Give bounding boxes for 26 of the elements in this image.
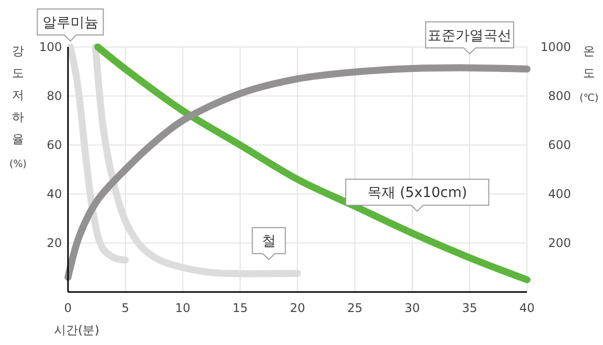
x-tick-label: 5 (122, 301, 130, 315)
y2-tick-label: 800 (548, 89, 571, 103)
x-tick-label: 40 (519, 301, 535, 315)
x-tick-label: 20 (290, 301, 306, 315)
x-tick-label: 35 (462, 301, 478, 315)
y-tick-label: 100 (39, 40, 62, 54)
y2-tick-label: 1000 (540, 40, 571, 54)
y2-axis-title: 온도 (℃) (579, 44, 599, 104)
y2-tick-label: 200 (548, 236, 571, 250)
y-tick-label: 20 (46, 236, 62, 250)
series-label: 표준가열곡선 (428, 28, 512, 44)
x-tick-label: 10 (175, 301, 190, 315)
y-tick-label: 60 (46, 138, 62, 152)
x-axis-title: 시간(분) (54, 323, 100, 337)
y2-tick-label: 600 (548, 138, 571, 152)
x-tick-label: 0 (64, 301, 72, 315)
series-label: 철 (262, 234, 276, 250)
series-label: 목재 (5x10cm) (367, 185, 468, 202)
x-tick-label: 25 (347, 301, 363, 315)
series-label: 알루미늄 (42, 15, 98, 31)
y-tick-label: 80 (46, 89, 62, 103)
x-tick-label: 15 (232, 301, 248, 315)
x-tick-label: 30 (404, 301, 420, 315)
y-axis-title: 강도저하율 (%) (9, 44, 27, 170)
y2-tick-label: 400 (548, 187, 571, 201)
y-tick-label: 40 (46, 187, 62, 201)
